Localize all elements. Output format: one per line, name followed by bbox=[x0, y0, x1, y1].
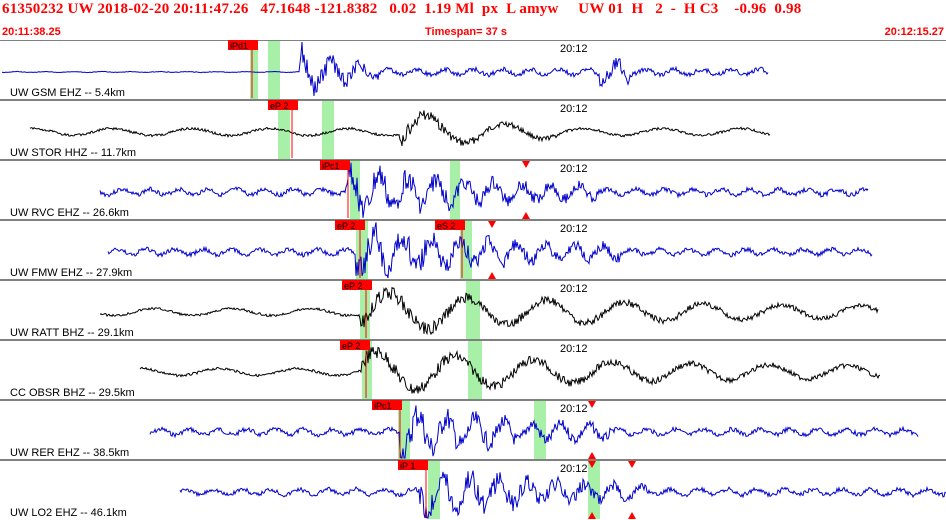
arrival-marker-bottom bbox=[522, 212, 530, 219]
waveform-trace bbox=[107, 222, 873, 279]
trace-row[interactable]: 20:12 iPd1 UW GSM EHZ -- 5.4km bbox=[0, 40, 946, 99]
arrival-marker-top bbox=[628, 461, 636, 468]
waveform-trace bbox=[29, 110, 771, 147]
arrival-marker-top bbox=[588, 401, 596, 408]
phase-pick-flag[interactable] bbox=[320, 160, 350, 170]
analysis-window bbox=[534, 401, 546, 459]
station-label: UW FMW EHZ -- 27.9km bbox=[10, 267, 132, 279]
analysis-window bbox=[250, 41, 258, 99]
phase-pick-label: eS 2 bbox=[437, 221, 456, 231]
analysis-window bbox=[460, 221, 472, 279]
trace-row[interactable]: 20:12 eP 2 eS 2 UW FMW EHZ -- 27.9km bbox=[0, 219, 946, 279]
trace-row[interactable]: 20:12 eP 2 CC OBSR BHZ -- 29.5km bbox=[0, 339, 946, 399]
trace-row[interactable]: 20:12 eP 2 UW RATT BHZ -- 29.1km bbox=[0, 279, 946, 339]
waveform-trace bbox=[179, 470, 946, 519]
arrival-marker-bottom bbox=[588, 512, 596, 519]
end-time-label: 20:12:15.27 bbox=[884, 26, 944, 38]
trace-row[interactable]: 20:12 eP 2 UW STOR HHZ -- 11.7km bbox=[0, 99, 946, 159]
analysis-window bbox=[588, 461, 600, 519]
time-mark-label: 20:12 bbox=[560, 463, 588, 475]
phase-pick-flag[interactable] bbox=[335, 220, 365, 230]
time-mark-label: 20:12 bbox=[560, 43, 588, 55]
analysis-window bbox=[360, 281, 370, 339]
waveform-trace bbox=[99, 161, 869, 218]
arrival-marker-top bbox=[488, 221, 496, 228]
station-label: UW STOR HHZ -- 11.7km bbox=[10, 147, 136, 159]
arrival-marker-top bbox=[588, 461, 596, 468]
phase-pick-label: iPc1 bbox=[374, 401, 392, 411]
time-mark-label: 20:12 bbox=[560, 163, 588, 175]
waveform-trace bbox=[99, 286, 879, 336]
analysis-window bbox=[362, 341, 372, 399]
analysis-window bbox=[450, 161, 460, 219]
event-header: 61350232 UW 2018-02-20 20:11:47.26 47.16… bbox=[0, 0, 946, 26]
phase-pick-flag[interactable] bbox=[228, 40, 258, 50]
seismogram-panel[interactable]: 20:12 iPd1 UW GSM EHZ -- 5.4km 20:12 eP 2 UW … bbox=[0, 40, 946, 520]
time-mark-label: 20:12 bbox=[560, 223, 588, 235]
phase-pick-flag[interactable] bbox=[268, 100, 298, 110]
start-time-label: 20:11:38.25 bbox=[2, 26, 61, 38]
timespan-label: Timespan= 37 s bbox=[425, 26, 508, 38]
trace-row[interactable]: 20:12 iPc1 UW RVC EHZ -- 26.6km bbox=[0, 159, 946, 219]
phase-pick-flag[interactable] bbox=[340, 340, 370, 350]
arrival-marker-bottom bbox=[628, 512, 636, 519]
station-label: CC OBSR BHZ -- 29.5km bbox=[10, 387, 135, 399]
station-label: UW RVC EHZ -- 26.6km bbox=[10, 207, 129, 219]
arrival-marker-bottom bbox=[588, 452, 596, 459]
phase-pick-label: eP 2 bbox=[344, 281, 362, 291]
trace-row[interactable]: 20:12 iP 1 UW LO2 EHZ -- 46.1km bbox=[0, 459, 946, 519]
event-summary-title: 61350232 UW 2018-02-20 20:11:47.26 47.16… bbox=[2, 1, 802, 17]
trace-row[interactable]: 20:12 iPc1 UW RER EHZ -- 38.5km bbox=[0, 399, 946, 459]
time-mark-label: 20:12 bbox=[560, 343, 588, 355]
waveform-trace bbox=[139, 346, 881, 394]
phase-pick-flag[interactable] bbox=[342, 280, 372, 290]
phase-pick-flag[interactable] bbox=[372, 400, 402, 410]
station-label: UW GSM EHZ -- 5.4km bbox=[10, 87, 125, 99]
phase-pick-label: eP 2 bbox=[270, 101, 288, 111]
phase-pick-label: eP 2 bbox=[342, 341, 360, 351]
time-mark-label: 20:12 bbox=[560, 283, 588, 295]
phase-pick-label: eP 2 bbox=[337, 221, 355, 231]
phase-pick-flag[interactable] bbox=[435, 220, 465, 230]
station-label: UW LO2 EHZ -- 46.1km bbox=[10, 507, 127, 519]
station-label: UW RER EHZ -- 38.5km bbox=[10, 447, 129, 459]
phase-pick-flag[interactable] bbox=[398, 460, 428, 470]
waveform-trace bbox=[1, 41, 769, 97]
analysis-window bbox=[466, 281, 480, 339]
waveform-trace bbox=[149, 405, 919, 459]
arrival-marker-bottom bbox=[488, 272, 496, 279]
phase-pick-label: iPd1 bbox=[230, 41, 248, 51]
analysis-window bbox=[322, 101, 334, 159]
phase-pick-label: iP 1 bbox=[400, 461, 415, 471]
analysis-window bbox=[398, 401, 410, 459]
analysis-window bbox=[428, 461, 440, 519]
seismogram-canvas[interactable]: 20:12 iPd1 UW GSM EHZ -- 5.4km 20:12 eP 2 UW … bbox=[0, 40, 946, 520]
arrival-marker-top bbox=[522, 161, 530, 168]
time-mark-label: 20:12 bbox=[560, 103, 588, 115]
station-label: UW RATT BHZ -- 29.1km bbox=[10, 327, 134, 339]
time-mark-label: 20:12 bbox=[560, 403, 588, 415]
analysis-window bbox=[268, 41, 280, 99]
phase-pick-label: iPc1 bbox=[322, 161, 340, 171]
